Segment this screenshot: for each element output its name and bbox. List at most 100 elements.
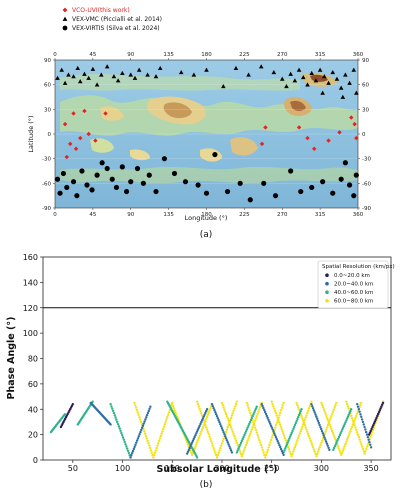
phase-point xyxy=(250,416,253,420)
phase-point xyxy=(243,448,246,451)
phase-point xyxy=(210,402,214,406)
phase-point xyxy=(367,438,370,441)
phase-point xyxy=(340,453,343,457)
resolution-legend-label: 0.0~20.0 km xyxy=(334,273,370,279)
phase-point xyxy=(165,418,168,421)
phase-point xyxy=(295,401,298,405)
phase-point xyxy=(366,442,370,446)
phase-point xyxy=(264,453,268,457)
vmc-point xyxy=(115,78,121,83)
phase-point xyxy=(149,449,153,452)
vmc-point xyxy=(90,66,96,71)
phase-point xyxy=(362,423,365,426)
phase-point xyxy=(116,422,120,426)
phase-point xyxy=(293,445,297,449)
phase-point xyxy=(197,436,200,440)
phase-point xyxy=(204,411,207,415)
phase-point xyxy=(166,413,170,416)
phase-point xyxy=(135,439,139,442)
virtis-point xyxy=(346,182,353,188)
vmc-point xyxy=(340,94,346,99)
vmc-point xyxy=(279,76,285,81)
phase-point xyxy=(155,446,158,450)
map-y-tick-label: -60 xyxy=(42,181,51,187)
map-x-tick-label-top: 135 xyxy=(163,52,174,58)
virtis-point xyxy=(54,176,61,182)
phase-point xyxy=(300,408,303,411)
phase-point xyxy=(125,447,129,450)
phase-point xyxy=(359,401,363,405)
phase-point xyxy=(324,412,327,415)
virtis-point xyxy=(153,188,159,195)
phase-point xyxy=(234,405,237,408)
phase-point xyxy=(253,424,256,427)
phase-point xyxy=(379,407,382,410)
uvi-point xyxy=(62,121,68,127)
phase-point xyxy=(270,426,274,429)
phase-point xyxy=(203,421,206,424)
phase-point xyxy=(260,402,263,406)
phase-point xyxy=(322,434,325,437)
phase-point xyxy=(190,443,193,446)
virtis-point xyxy=(99,160,105,166)
phase-point xyxy=(229,423,232,427)
phase-point xyxy=(276,440,279,443)
phase-point xyxy=(266,448,269,452)
phase-point xyxy=(357,408,361,411)
phase-point xyxy=(153,451,157,454)
map-x-tick-label-top: 45 xyxy=(89,52,96,58)
vmc-point xyxy=(330,70,336,75)
phase-point xyxy=(274,436,278,439)
phase-point xyxy=(267,446,270,449)
phase-point xyxy=(271,433,274,437)
map-y-tick-label: -30 xyxy=(42,157,51,163)
phase-point xyxy=(257,436,260,439)
phase-point xyxy=(127,451,131,455)
phase-point xyxy=(304,416,307,419)
virtis-point xyxy=(212,151,218,158)
map-y-tick-label: 60 xyxy=(44,83,51,89)
phase-point xyxy=(255,405,258,408)
phase-point xyxy=(211,444,215,448)
phase-point xyxy=(308,437,311,440)
phase-point xyxy=(210,439,213,443)
phase-point xyxy=(253,411,256,414)
phase-point xyxy=(340,451,344,454)
phase-x-axis-label: Subsolar Longitude (°) xyxy=(157,464,278,475)
phase-point xyxy=(208,409,211,412)
phase-point xyxy=(219,446,222,450)
virtis-point xyxy=(140,180,146,186)
phase-point xyxy=(172,407,176,410)
phase-point xyxy=(316,419,320,422)
vmc-point xyxy=(338,85,344,90)
phase-point xyxy=(235,400,239,403)
phase-point xyxy=(133,401,136,405)
phase-point xyxy=(309,439,312,442)
phase-point xyxy=(306,409,310,412)
phase-point xyxy=(314,413,317,416)
phase-point xyxy=(138,415,141,419)
phase-point xyxy=(361,447,365,451)
phase-point xyxy=(305,414,308,417)
map-y-tick-label-right: 0 xyxy=(362,132,366,138)
phase-point xyxy=(210,442,214,445)
phase-point xyxy=(323,410,326,413)
phase-point xyxy=(185,452,189,455)
phase-point xyxy=(251,415,254,418)
phase-point xyxy=(148,446,152,450)
phase-point xyxy=(111,407,114,410)
phase-point xyxy=(208,435,211,438)
virtis-point xyxy=(288,168,294,174)
phase-point xyxy=(272,430,275,433)
phase-point xyxy=(220,427,224,430)
virtis-point xyxy=(298,188,304,195)
uvi-point xyxy=(305,135,310,141)
uvi-point xyxy=(352,121,357,127)
resolution-legend: Spatial Resolution (km/px) 0.0~20.0 km 20.… xyxy=(317,260,395,309)
phase-point xyxy=(227,419,230,422)
uvi-point xyxy=(78,135,83,141)
phase-point xyxy=(221,429,224,432)
phase-point xyxy=(224,437,228,440)
phase-point xyxy=(141,424,145,427)
phase-point xyxy=(142,422,145,425)
